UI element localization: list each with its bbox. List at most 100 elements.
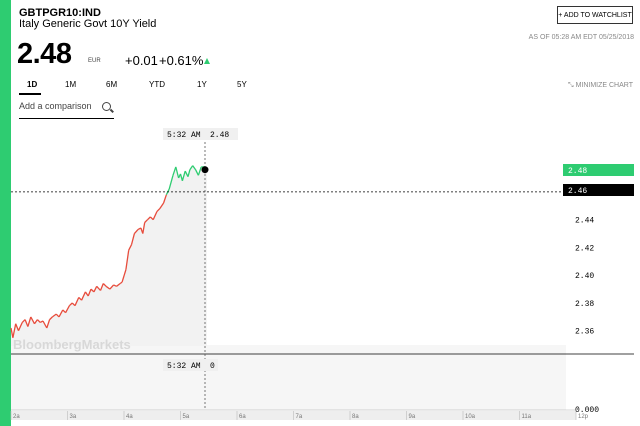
x-tick-label: 9a xyxy=(409,414,416,420)
price-line-segment xyxy=(156,208,161,212)
price-line-segment xyxy=(147,216,151,221)
price-line-segment xyxy=(102,283,107,287)
current-price-marker xyxy=(563,164,634,176)
price-line-segment xyxy=(30,316,36,325)
price-line-segment xyxy=(17,322,23,331)
price-line-segment xyxy=(189,165,194,171)
price-line-segment xyxy=(192,165,197,171)
tab-5y[interactable]: 5Y xyxy=(237,80,247,89)
price-area-fill xyxy=(11,165,207,346)
price-line-segment xyxy=(105,285,111,290)
price-line-segment xyxy=(68,302,73,307)
active-tab-underline xyxy=(19,93,41,95)
minimize-chart-button[interactable]: ⤡ MINIMIZE CHART xyxy=(568,82,633,90)
bloomberg-watermark: BloombergMarkets xyxy=(13,337,131,352)
add-to-watchlist-button[interactable]: + ADD TO WATCHLIST xyxy=(557,6,633,24)
price-line-segment xyxy=(187,169,191,177)
price-change: +0.01 xyxy=(125,53,158,68)
price-line-segment xyxy=(39,320,44,323)
price-line-segment xyxy=(27,316,32,327)
price-line-segment xyxy=(116,282,121,287)
price-line-segment xyxy=(184,170,189,177)
price-line-segment xyxy=(152,211,158,220)
x-tick-label: 6a xyxy=(239,414,246,420)
price-value: 2.48 xyxy=(17,38,72,70)
as-of-timestamp: AS OF 05:28 AM EDT 05/25/2018 xyxy=(528,34,634,41)
x-tick-label: 7a xyxy=(296,414,303,420)
price-line-segment xyxy=(46,319,51,329)
price-line-segment xyxy=(130,233,136,245)
y-tick-label: 2.38 xyxy=(575,300,594,309)
x-axis-ticks: 2a 3a 4a 5a 6a 7a 8a 9a 10a 11a 12p xyxy=(10,411,589,420)
x-tick-label: 2a xyxy=(13,414,20,420)
price-line-segment xyxy=(36,319,41,323)
price-line-segment xyxy=(195,169,199,176)
minimize-chart-label: MINIMIZE CHART xyxy=(575,82,633,89)
x-tick-label: 10a xyxy=(465,414,476,420)
y-tick-label: 2.42 xyxy=(575,244,594,253)
crosshair-top-label-bg xyxy=(163,128,238,140)
crosshair-time-volume: 5:32 AM xyxy=(167,362,201,371)
price-line-segment xyxy=(12,323,17,338)
search-icon xyxy=(102,102,111,111)
price-line-segment xyxy=(58,309,64,318)
x-tick-label: 12p xyxy=(578,414,589,420)
security-name: Italy Generic Govt 10Y Yield xyxy=(19,18,157,30)
volume-axis-label: 0.000 xyxy=(575,406,599,415)
price-line-segment xyxy=(52,313,57,318)
price-line-segment xyxy=(93,286,98,293)
triangle-up-icon xyxy=(204,58,210,64)
crosshair-bottom-label-bg xyxy=(163,359,218,371)
price-line-segment xyxy=(159,202,165,209)
price-line-segment xyxy=(172,166,177,176)
price-line-segment xyxy=(109,284,115,290)
tab-6m[interactable]: 6M xyxy=(106,80,118,89)
price-line-segment xyxy=(49,316,53,321)
crosshair-time: 5:32 AM xyxy=(167,131,201,140)
x-tick-label: 4a xyxy=(126,414,133,420)
x-tick-label: 3a xyxy=(70,414,77,420)
tab-ytd[interactable]: YTD xyxy=(149,80,165,89)
volume-panel xyxy=(11,345,566,410)
price-line-segment xyxy=(125,250,130,270)
price-line-segment xyxy=(96,285,101,291)
previous-close-marker xyxy=(563,184,634,196)
tab-1y[interactable]: 1Y xyxy=(197,80,207,89)
price-line-segment xyxy=(121,269,127,283)
y-axis-ticks: 2.462.442.422.402.382.36 xyxy=(575,189,594,337)
price-line-segment xyxy=(197,166,202,176)
crosshair-volume: 0 xyxy=(210,362,215,371)
x-tick-label: 5a xyxy=(183,414,190,420)
price-line-segment xyxy=(162,194,168,204)
price-line-segment xyxy=(42,320,48,329)
price-change-percent: +0.61% xyxy=(159,53,204,68)
y-tick-label: 2.44 xyxy=(575,217,594,226)
price-line xyxy=(10,165,208,338)
price-line-segment xyxy=(15,323,20,331)
current-price-label: 2.48 xyxy=(568,167,587,176)
x-tick-label: 8a xyxy=(352,414,359,420)
compare-placeholder: Add a comparison xyxy=(19,101,92,111)
price-line-segment xyxy=(144,219,148,223)
price-line-segment xyxy=(119,281,123,285)
accent-bar xyxy=(0,0,11,426)
crosshair-dot xyxy=(201,166,209,174)
currency-label: EUR xyxy=(88,58,101,64)
price-line-segment xyxy=(168,175,174,190)
price-line-segment xyxy=(128,244,133,251)
price-line-segment xyxy=(113,284,117,287)
price-line-segment xyxy=(24,319,29,327)
x-tick-label: 11a xyxy=(522,414,532,420)
price-line-segment xyxy=(87,288,92,297)
price-line-segment xyxy=(65,305,70,314)
y-tick-label: 2.40 xyxy=(575,272,594,281)
ticker-symbol: GBTPGR10:IND xyxy=(19,7,101,19)
price-line-segment xyxy=(84,291,89,297)
add-comparison-input[interactable]: Add a comparison xyxy=(19,100,114,119)
price-line-segment xyxy=(181,170,186,181)
tab-1m[interactable]: 1M xyxy=(65,80,77,89)
price-line-segment xyxy=(74,297,80,306)
tab-1d[interactable]: 1D xyxy=(27,80,38,89)
price-line-segment xyxy=(175,166,180,179)
